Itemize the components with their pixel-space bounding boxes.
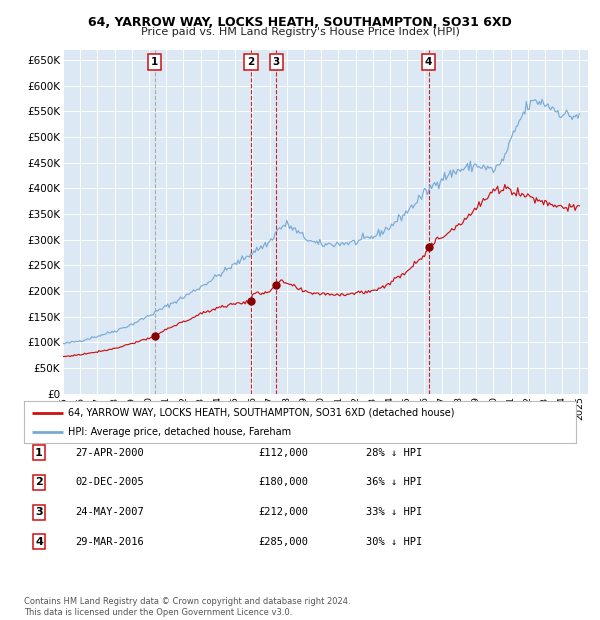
Text: 64, YARROW WAY, LOCKS HEATH, SOUTHAMPTON, SO31 6XD (detached house): 64, YARROW WAY, LOCKS HEATH, SOUTHAMPTON… [68,407,455,417]
Text: 3: 3 [272,56,280,66]
Text: HPI: Average price, detached house, Fareham: HPI: Average price, detached house, Fare… [68,427,291,437]
Text: 24-MAY-2007: 24-MAY-2007 [75,507,144,517]
Text: Contains HM Land Registry data © Crown copyright and database right 2024.
This d: Contains HM Land Registry data © Crown c… [24,598,350,617]
Text: 2: 2 [35,477,43,487]
Text: 27-APR-2000: 27-APR-2000 [75,448,144,458]
Text: 02-DEC-2005: 02-DEC-2005 [75,477,144,487]
Text: 1: 1 [35,448,43,458]
Text: 29-MAR-2016: 29-MAR-2016 [75,537,144,547]
Text: £212,000: £212,000 [258,507,308,517]
Text: 28% ↓ HPI: 28% ↓ HPI [366,448,422,458]
Text: 36% ↓ HPI: 36% ↓ HPI [366,477,422,487]
Text: Price paid vs. HM Land Registry's House Price Index (HPI): Price paid vs. HM Land Registry's House … [140,27,460,37]
Text: 64, YARROW WAY, LOCKS HEATH, SOUTHAMPTON, SO31 6XD: 64, YARROW WAY, LOCKS HEATH, SOUTHAMPTON… [88,16,512,29]
Text: £180,000: £180,000 [258,477,308,487]
Text: 33% ↓ HPI: 33% ↓ HPI [366,507,422,517]
Text: £285,000: £285,000 [258,537,308,547]
Text: 30% ↓ HPI: 30% ↓ HPI [366,537,422,547]
Text: 2: 2 [247,56,254,66]
Text: 4: 4 [35,537,43,547]
Text: 3: 3 [35,507,43,517]
Text: 4: 4 [425,56,432,66]
Text: 1: 1 [151,56,158,66]
Text: £112,000: £112,000 [258,448,308,458]
